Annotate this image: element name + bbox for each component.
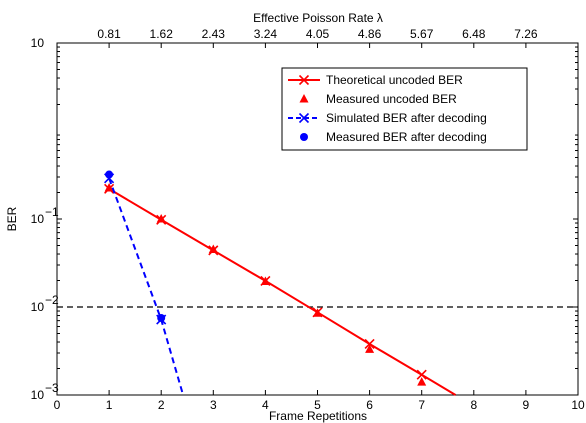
top-axis-title: Effective Poisson Rate λ xyxy=(253,11,383,25)
x-marker-stroke xyxy=(298,112,310,124)
y-tick-exponent: −3 xyxy=(45,381,59,395)
x-marker-stroke xyxy=(416,369,427,380)
x-tick-label: 1 xyxy=(106,398,113,412)
x-tick-label: 10 xyxy=(571,398,585,412)
x-axis-title: Frame Repetitions xyxy=(269,409,367,423)
top-tick-label: 3.24 xyxy=(254,27,278,41)
x-tick-label: 6 xyxy=(366,398,373,412)
data-point xyxy=(156,214,166,223)
data-point xyxy=(313,308,322,317)
legend-box xyxy=(281,67,528,151)
legend-marker xyxy=(298,112,310,124)
y-tick-label: 10 xyxy=(31,388,45,402)
series-line xyxy=(108,188,457,396)
x-marker-stroke xyxy=(298,74,310,86)
legend-label: Measured uncoded BER xyxy=(326,92,457,106)
axes-layer: 0 1 2 3 4 5 6 7 8 9 10 0.81 1.62 2.43 3.24 4.05 4.86 5.67… xyxy=(31,27,585,412)
series-3 xyxy=(105,170,166,322)
top-tick-label: 4.86 xyxy=(358,27,382,41)
x-tick-label: 8 xyxy=(470,398,477,412)
x-tick-label: 3 xyxy=(210,398,217,412)
x-tick-label: 0 xyxy=(54,398,61,412)
data-point xyxy=(364,338,375,350)
data-point xyxy=(104,183,114,192)
data-point xyxy=(157,313,166,322)
series-2 xyxy=(104,173,185,396)
x-tick-label: 5 xyxy=(314,398,321,412)
legend-marker xyxy=(299,94,309,103)
legend-marker xyxy=(298,74,310,86)
data-point xyxy=(416,369,427,380)
top-tick-label: 5.67 xyxy=(410,27,434,41)
y-tick-label: 10 xyxy=(31,212,45,226)
legend-marker xyxy=(300,133,308,141)
x-tick-label: 9 xyxy=(523,398,530,412)
legend: Theoretical uncoded BER Measured uncoded … xyxy=(281,67,528,151)
top-tick-label: 0.81 xyxy=(97,27,121,41)
y-tick-exponent: −1 xyxy=(45,205,59,219)
legend-label: Measured BER after decoding xyxy=(326,130,487,144)
data-point xyxy=(208,244,218,254)
data-point xyxy=(260,276,270,285)
y-tick-label: 10 xyxy=(31,36,45,50)
x-tick-label: 7 xyxy=(418,398,425,412)
series-1 xyxy=(104,183,427,386)
top-tick-label: 7.26 xyxy=(514,27,538,41)
legend-label: Simulated BER after decoding xyxy=(326,111,487,125)
y-tick-label: 10 xyxy=(31,300,45,314)
plot-layer xyxy=(57,170,578,396)
x-marker-stroke xyxy=(364,338,375,350)
legend-label: Theoretical uncoded BER xyxy=(326,73,463,87)
series-0 xyxy=(104,183,457,396)
data-point xyxy=(365,344,375,353)
top-tick-label: 4.05 xyxy=(306,27,330,41)
top-tick-label: 1.62 xyxy=(150,27,174,41)
data-point xyxy=(417,377,427,386)
x-tick-label: 4 xyxy=(262,398,269,412)
x-tick-label: 2 xyxy=(158,398,165,412)
y-axis-title: BER xyxy=(5,206,19,231)
data-point xyxy=(105,170,114,179)
top-tick-label: 2.43 xyxy=(202,27,226,41)
y-tick-exponent: −2 xyxy=(45,293,59,307)
top-tick-label: 6.48 xyxy=(462,27,486,41)
